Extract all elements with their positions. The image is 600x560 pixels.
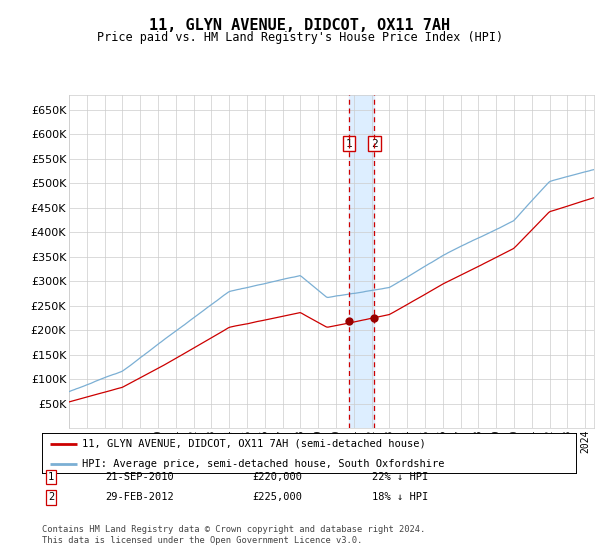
Text: Price paid vs. HM Land Registry's House Price Index (HPI): Price paid vs. HM Land Registry's House …	[97, 31, 503, 44]
Text: 21-SEP-2010: 21-SEP-2010	[105, 472, 174, 482]
Text: 22% ↓ HPI: 22% ↓ HPI	[372, 472, 428, 482]
Text: 2: 2	[48, 492, 54, 502]
Text: 1: 1	[346, 138, 352, 148]
Text: 11, GLYN AVENUE, DIDCOT, OX11 7AH (semi-detached house): 11, GLYN AVENUE, DIDCOT, OX11 7AH (semi-…	[82, 439, 426, 449]
Text: 2: 2	[371, 138, 378, 148]
Text: £225,000: £225,000	[252, 492, 302, 502]
Bar	[349, 95, 374, 428]
Text: HPI: Average price, semi-detached house, South Oxfordshire: HPI: Average price, semi-detached house,…	[82, 459, 445, 469]
Text: 18% ↓ HPI: 18% ↓ HPI	[372, 492, 428, 502]
Text: 1: 1	[48, 472, 54, 482]
Text: 29-FEB-2012: 29-FEB-2012	[105, 492, 174, 502]
Text: Contains HM Land Registry data © Crown copyright and database right 2024.
This d: Contains HM Land Registry data © Crown c…	[42, 525, 425, 545]
Text: 11, GLYN AVENUE, DIDCOT, OX11 7AH: 11, GLYN AVENUE, DIDCOT, OX11 7AH	[149, 18, 451, 33]
Text: £220,000: £220,000	[252, 472, 302, 482]
